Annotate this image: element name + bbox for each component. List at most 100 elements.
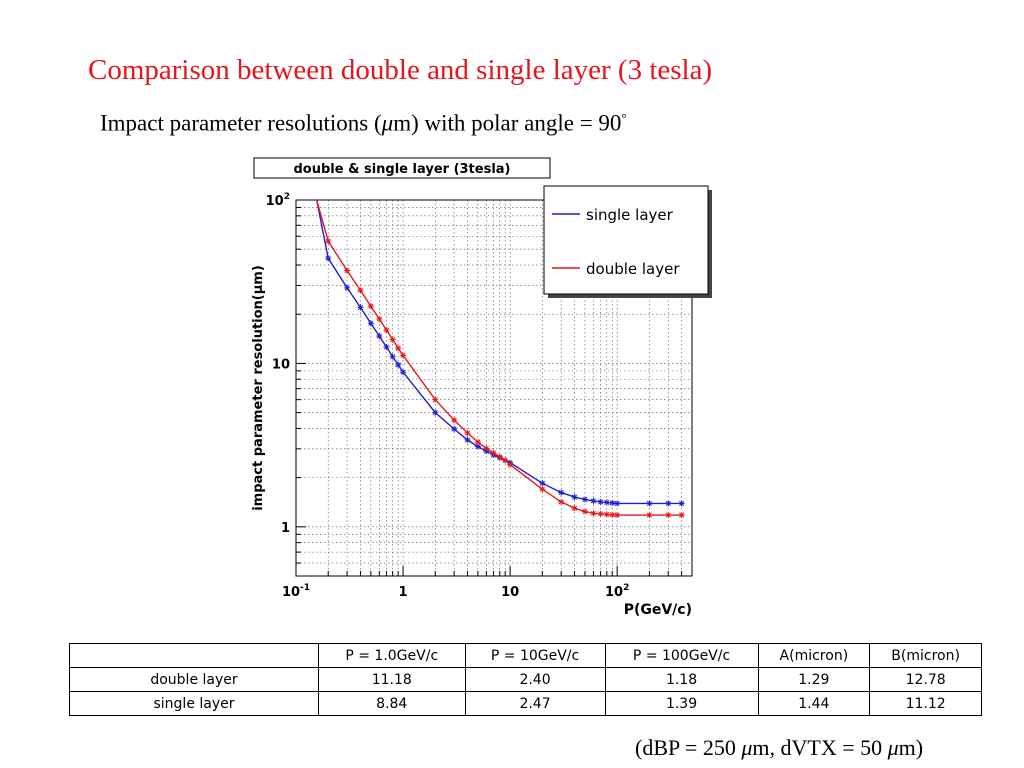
y-tick-label: 1 <box>281 521 290 536</box>
table-header-cell <box>69 643 319 668</box>
data-point <box>395 361 402 368</box>
data-point <box>383 327 390 334</box>
axis-ticks <box>295 199 693 577</box>
data-point <box>451 425 458 432</box>
y-tick-label: 102 <box>266 192 290 209</box>
resolution-table: P = 1.0GeV/c P = 10GeV/c P = 100GeV/c A(… <box>69 643 982 716</box>
data-point <box>665 512 672 519</box>
slide-title: Comparison between double and single lay… <box>88 54 713 86</box>
data-point <box>646 500 653 507</box>
data-point-stroke <box>582 496 588 503</box>
x-tick-label: 10 <box>501 585 519 600</box>
data-point <box>490 449 497 456</box>
subtitle-degree: ° <box>621 110 627 125</box>
data-point-stroke <box>475 439 481 445</box>
footnote-part: (dBP = 250 <box>635 735 742 760</box>
data-point <box>590 510 597 517</box>
data-point-stroke <box>490 450 497 456</box>
data-point-stroke <box>383 327 390 333</box>
data-point <box>325 238 332 245</box>
data-point-stroke <box>451 417 457 423</box>
x-tick-label: 102 <box>605 583 629 600</box>
data-point <box>376 315 383 322</box>
data-point <box>464 430 471 437</box>
data-point-stroke <box>614 500 620 506</box>
data-point-stroke <box>432 397 438 403</box>
data-point <box>597 510 604 517</box>
data-point-stroke <box>464 437 471 443</box>
data-point <box>389 353 396 360</box>
data-point <box>400 369 407 376</box>
data-point-stroke <box>665 500 671 506</box>
data-point-stroke <box>400 369 406 375</box>
data-point-stroke <box>357 304 364 311</box>
data-point <box>400 352 407 359</box>
data-point-stroke <box>464 430 471 436</box>
table-cell: 2.40 <box>464 667 606 692</box>
data-point-stroke <box>539 486 545 492</box>
data-point-stroke <box>368 320 374 326</box>
data-point <box>665 500 672 507</box>
data-point <box>474 443 481 450</box>
data-point-stroke <box>604 511 610 518</box>
data-point <box>539 480 546 487</box>
data-point <box>597 498 604 505</box>
data-point-stroke <box>376 316 382 322</box>
data-point <box>496 453 503 460</box>
table-header-row: P = 1.0GeV/c P = 10GeV/c P = 100GeV/c A(… <box>69 643 982 668</box>
data-point-stroke <box>572 505 578 511</box>
data-point-stroke <box>679 512 685 518</box>
data-point <box>678 512 685 519</box>
data-point <box>451 417 458 424</box>
data-point-stroke <box>590 510 596 516</box>
table-header-cell: P = 100GeV/c <box>604 643 759 668</box>
data-point-stroke <box>539 480 545 486</box>
chart-title: double & single layer (3tesla) <box>294 162 511 177</box>
data-point-stroke <box>614 512 620 518</box>
table-cell: 12.78 <box>869 667 982 692</box>
data-point-stroke <box>395 362 401 368</box>
footnote-mu: μ <box>887 735 899 760</box>
footnote-mu: μ <box>741 735 753 760</box>
data-point-stroke <box>572 494 578 500</box>
data-point <box>376 333 383 340</box>
data-point <box>367 303 374 310</box>
data-point <box>367 320 374 327</box>
table-cell: double layer <box>69 667 319 692</box>
y-axis-label: impact parameter resolution(μm) <box>251 265 266 511</box>
legend-label: double layer <box>586 260 680 278</box>
data-point-stroke <box>451 426 457 432</box>
data-point <box>609 499 616 506</box>
data-point <box>507 461 514 468</box>
table-cell: 1.29 <box>757 667 871 692</box>
x-tick-label: 10-1 <box>282 583 310 600</box>
data-point <box>432 396 439 403</box>
data-point <box>678 500 685 507</box>
legend-box <box>543 185 709 295</box>
data-point-stroke <box>598 511 604 517</box>
data-point-stroke <box>590 498 596 504</box>
series-double-layer <box>316 199 685 519</box>
legend-label: single layer <box>586 206 674 224</box>
data-point-stroke <box>325 255 331 261</box>
data-point-stroke <box>558 499 564 505</box>
data-point <box>432 409 439 416</box>
table-cell: 11.12 <box>869 691 982 716</box>
data-point-stroke <box>582 508 588 515</box>
data-point-stroke <box>432 410 438 416</box>
data-point <box>590 497 597 504</box>
data-point-stroke <box>376 333 382 339</box>
data-point <box>483 445 490 452</box>
data-point-stroke <box>646 512 652 518</box>
table-cell: 11.18 <box>318 667 466 692</box>
data-point <box>383 344 390 351</box>
data-point-stroke <box>507 462 513 468</box>
data-point <box>558 498 565 505</box>
table-row: double layer 11.18 2.40 1.18 1.29 12.78 <box>69 667 982 692</box>
data-point <box>344 267 351 274</box>
data-point <box>344 284 351 291</box>
data-point-stroke <box>502 457 508 463</box>
data-point <box>571 505 578 512</box>
data-point-stroke <box>390 354 396 360</box>
data-point-stroke <box>357 287 364 293</box>
